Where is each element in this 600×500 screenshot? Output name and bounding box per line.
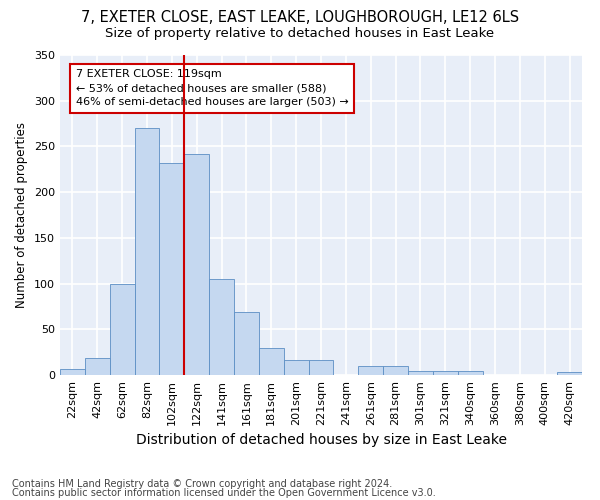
Bar [308, 360, 334, 375]
Bar [259, 348, 284, 375]
Bar [184, 154, 209, 375]
Bar [284, 360, 308, 375]
Bar [358, 366, 383, 375]
Bar [110, 284, 134, 375]
Bar [557, 372, 582, 375]
Bar [60, 368, 85, 375]
Bar [408, 372, 433, 375]
Text: Contains public sector information licensed under the Open Government Licence v3: Contains public sector information licen… [12, 488, 436, 498]
Bar [160, 163, 184, 375]
Bar [234, 312, 259, 375]
Bar [383, 366, 408, 375]
Y-axis label: Number of detached properties: Number of detached properties [16, 122, 28, 308]
Text: 7 EXETER CLOSE: 119sqm
← 53% of detached houses are smaller (588)
46% of semi-de: 7 EXETER CLOSE: 119sqm ← 53% of detached… [76, 70, 349, 108]
Bar [458, 372, 482, 375]
Bar [209, 279, 234, 375]
Text: Size of property relative to detached houses in East Leake: Size of property relative to detached ho… [106, 28, 494, 40]
Text: Contains HM Land Registry data © Crown copyright and database right 2024.: Contains HM Land Registry data © Crown c… [12, 479, 392, 489]
X-axis label: Distribution of detached houses by size in East Leake: Distribution of detached houses by size … [136, 433, 506, 447]
Bar [134, 128, 160, 375]
Text: 7, EXETER CLOSE, EAST LEAKE, LOUGHBOROUGH, LE12 6LS: 7, EXETER CLOSE, EAST LEAKE, LOUGHBOROUG… [81, 10, 519, 25]
Bar [85, 358, 110, 375]
Bar [433, 372, 458, 375]
